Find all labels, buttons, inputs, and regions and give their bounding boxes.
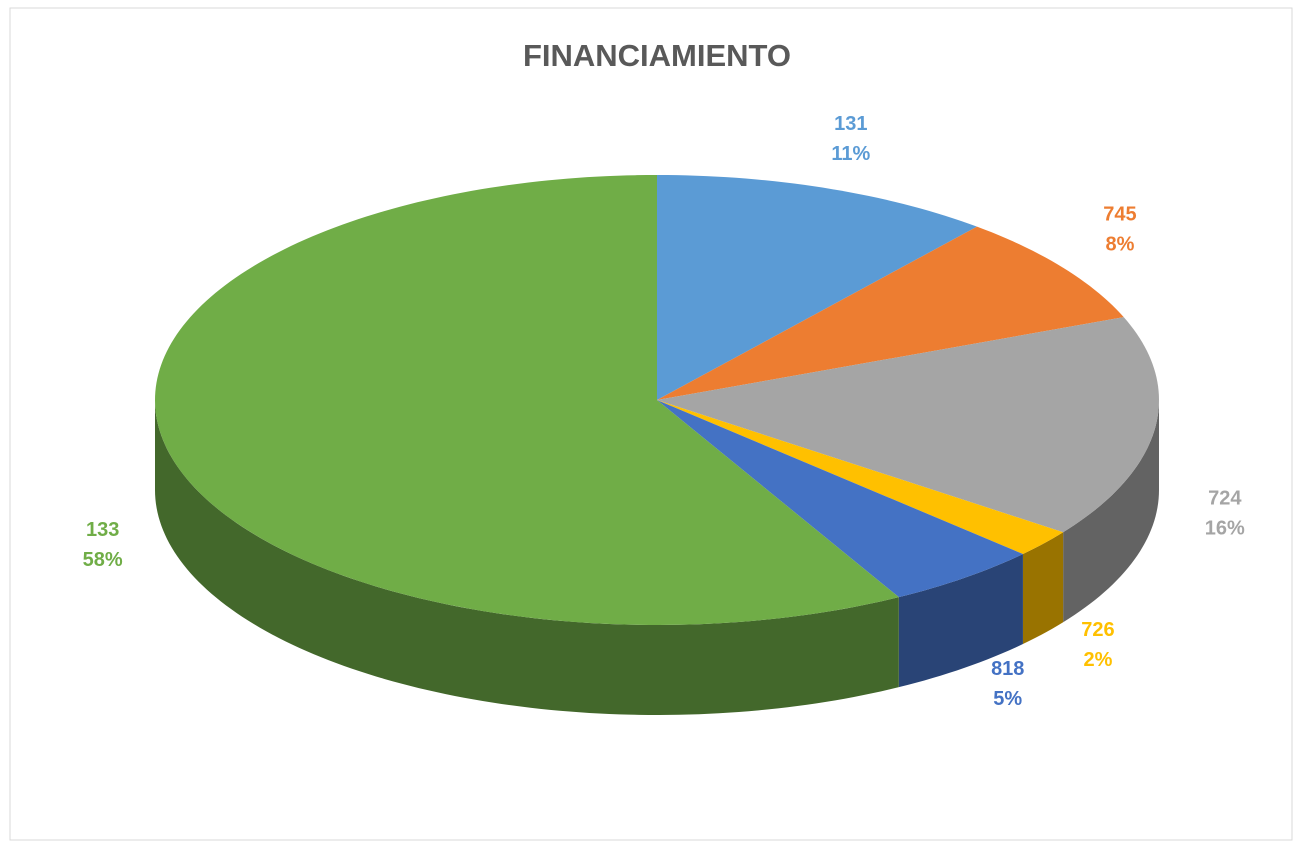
slice (657, 317, 1159, 533)
slice (657, 226, 1124, 400)
slice (657, 400, 1023, 598)
data-label-value: 58% (83, 549, 123, 571)
data-label-category: 131 (834, 113, 867, 135)
data-label-value: 8% (1106, 234, 1135, 256)
data-label-category: 133 (86, 519, 119, 541)
data-label-value: 2% (1083, 649, 1112, 671)
data-label-category: 726 (1081, 619, 1114, 641)
slice (155, 175, 899, 625)
data-label-category: 724 (1208, 487, 1242, 509)
data-label-value: 11% (831, 143, 870, 165)
slice (657, 175, 977, 400)
slice-side (155, 400, 899, 715)
data-label-value: 16% (1205, 517, 1245, 539)
data-label-value: 5% (993, 688, 1022, 710)
data-label-category: 745 (1103, 204, 1136, 226)
slice (657, 400, 1064, 555)
slice-side (898, 554, 1023, 688)
chart-title: FINANCIAMIENTO (523, 38, 791, 73)
slice-side (1022, 532, 1064, 645)
data-label-category: 818 (991, 658, 1024, 680)
slice-side (1063, 400, 1159, 623)
